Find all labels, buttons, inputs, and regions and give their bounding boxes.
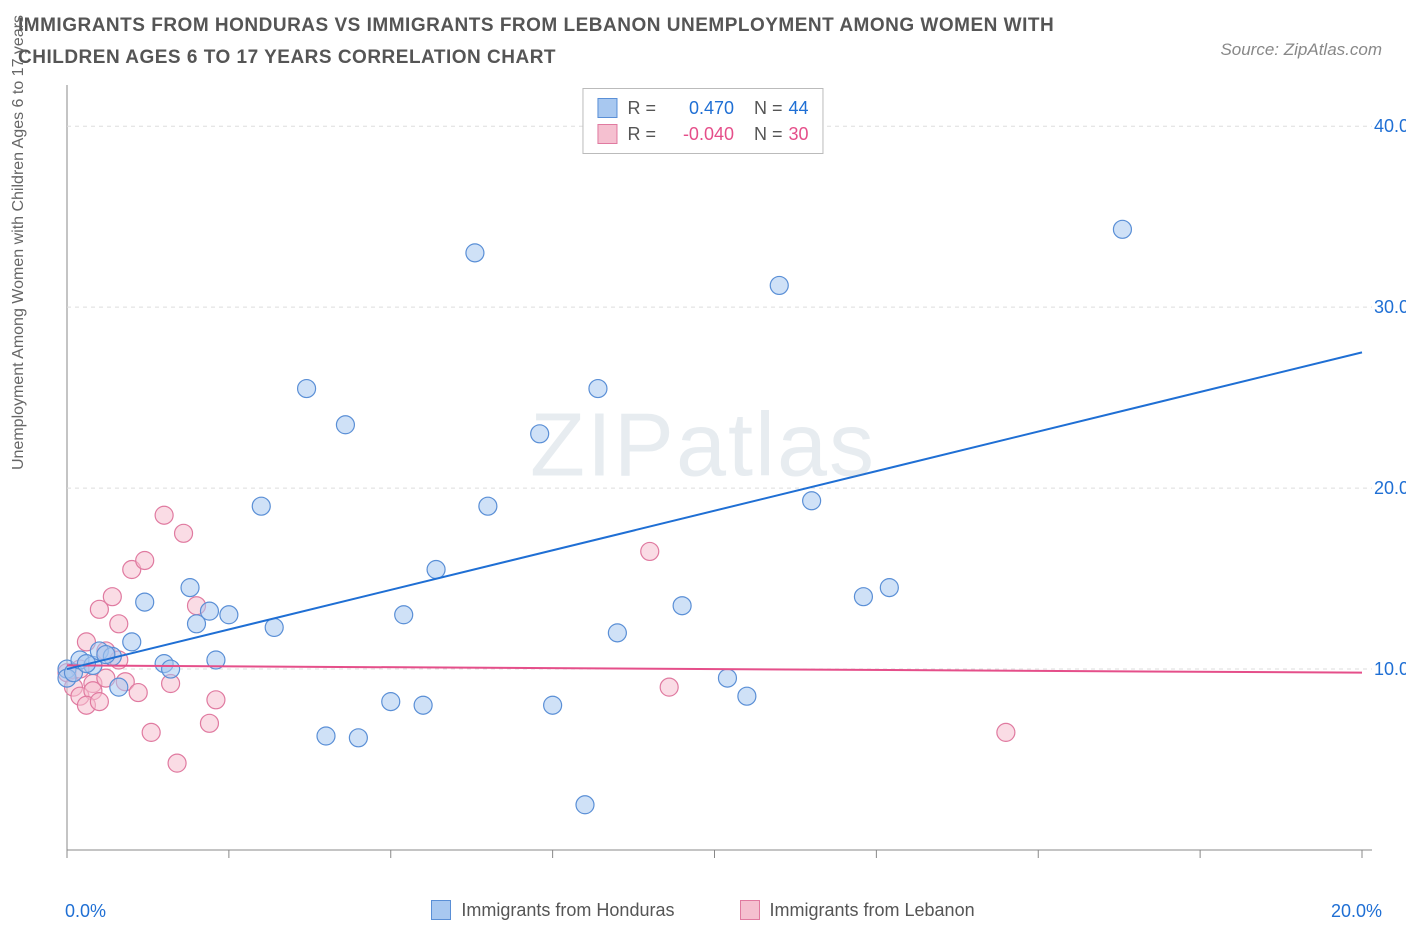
svg-text:10.0%: 10.0%: [1374, 659, 1406, 679]
legend-series: Immigrants from Honduras Immigrants from…: [0, 900, 1406, 926]
swatch-b2-icon: [740, 900, 760, 920]
r-label-b: R =: [627, 124, 656, 145]
legend-item-a: Immigrants from Honduras: [431, 900, 674, 921]
n-label-b: N =: [754, 124, 783, 145]
series-a-name: Immigrants from Honduras: [461, 900, 674, 921]
r-value-b: -0.040: [664, 124, 734, 145]
legend-stats: R = 0.470 N = 44 R = -0.040 N = 30: [582, 88, 823, 154]
swatch-a-icon: [597, 98, 617, 118]
r-value-a: 0.470: [664, 98, 734, 119]
svg-text:40.0%: 40.0%: [1374, 116, 1406, 136]
n-value-b: 30: [789, 124, 809, 145]
n-label-a: N =: [754, 98, 783, 119]
svg-text:20.0%: 20.0%: [1374, 478, 1406, 498]
n-value-a: 44: [789, 98, 809, 119]
legend-row-b: R = -0.040 N = 30: [597, 121, 808, 147]
r-label-a: R =: [627, 98, 656, 119]
swatch-b-icon: [597, 124, 617, 144]
svg-text:30.0%: 30.0%: [1374, 297, 1406, 317]
legend-item-b: Immigrants from Lebanon: [740, 900, 975, 921]
swatch-a2-icon: [431, 900, 451, 920]
legend-row-a: R = 0.470 N = 44: [597, 95, 808, 121]
series-b-name: Immigrants from Lebanon: [770, 900, 975, 921]
